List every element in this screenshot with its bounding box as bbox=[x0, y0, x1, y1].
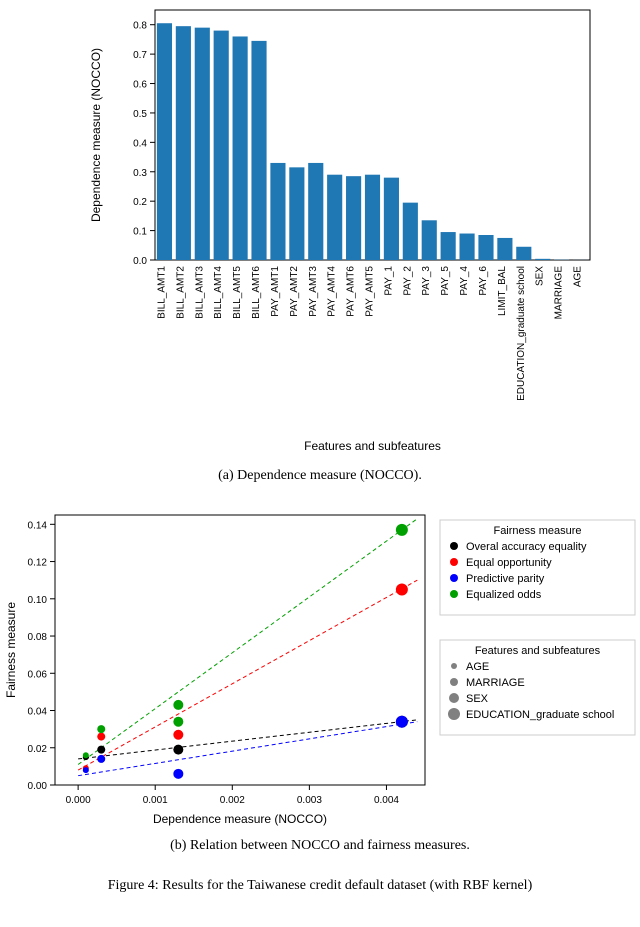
svg-text:0.04: 0.04 bbox=[28, 707, 48, 718]
svg-text:AGE: AGE bbox=[573, 266, 584, 287]
svg-text:BILL_AMT3: BILL_AMT3 bbox=[194, 266, 205, 319]
svg-text:Equalized odds: Equalized odds bbox=[466, 589, 542, 601]
svg-text:PAY_3: PAY_3 bbox=[421, 266, 432, 296]
svg-text:BILL_AMT2: BILL_AMT2 bbox=[175, 266, 186, 319]
svg-text:0.2: 0.2 bbox=[133, 197, 147, 208]
svg-text:EDUCATION_graduate school: EDUCATION_graduate school bbox=[516, 266, 527, 401]
svg-text:PAY_AMT5: PAY_AMT5 bbox=[365, 266, 376, 317]
svg-text:EDUCATION_graduate school: EDUCATION_graduate school bbox=[466, 709, 614, 721]
svg-text:0.3: 0.3 bbox=[133, 168, 147, 179]
svg-text:PAY_1: PAY_1 bbox=[383, 266, 394, 296]
svg-text:BILL_AMT4: BILL_AMT4 bbox=[213, 266, 224, 319]
svg-text:PAY_6: PAY_6 bbox=[478, 266, 489, 296]
svg-text:Fairness measure: Fairness measure bbox=[4, 602, 18, 698]
svg-text:Predictive parity: Predictive parity bbox=[466, 573, 545, 585]
svg-text:PAY_2: PAY_2 bbox=[402, 266, 413, 296]
svg-text:PAY_AMT1: PAY_AMT1 bbox=[270, 266, 281, 317]
svg-text:AGE: AGE bbox=[466, 661, 489, 673]
svg-text:SEX: SEX bbox=[466, 693, 489, 705]
svg-text:0.06: 0.06 bbox=[28, 669, 48, 680]
svg-text:0.6: 0.6 bbox=[133, 80, 147, 91]
svg-text:0.004: 0.004 bbox=[374, 795, 399, 806]
svg-text:PAY_AMT6: PAY_AMT6 bbox=[346, 266, 357, 317]
svg-text:0.003: 0.003 bbox=[297, 795, 322, 806]
svg-text:MARRIAGE: MARRIAGE bbox=[466, 677, 525, 689]
svg-text:0.000: 0.000 bbox=[66, 795, 91, 806]
figure-container: 0.0 0.1 0.2 0.3 0.4 0.5 0.6 0.7 0.8 BILL_AMT1 BILL… bbox=[0, 0, 640, 898]
svg-text:BILL_AMT1: BILL_AMT1 bbox=[156, 266, 167, 319]
svg-text:0.10: 0.10 bbox=[28, 595, 48, 606]
svg-text:BILL_AMT5: BILL_AMT5 bbox=[232, 266, 243, 319]
svg-text:PAY_AMT4: PAY_AMT4 bbox=[327, 266, 338, 317]
svg-text:PAY_AMT2: PAY_AMT2 bbox=[289, 266, 300, 317]
svg-text:BILL_AMT6: BILL_AMT6 bbox=[251, 266, 262, 319]
svg-text:Dependence measure (NOCCO): Dependence measure (NOCCO) bbox=[89, 48, 103, 222]
svg-text:Features and subfeatures: Features and subfeatures bbox=[475, 645, 601, 657]
svg-text:0.02: 0.02 bbox=[28, 744, 48, 755]
svg-text:0.001: 0.001 bbox=[143, 795, 168, 806]
svg-text:SEX: SEX bbox=[535, 266, 546, 286]
bar-chart: 0.0 0.1 0.2 0.3 0.4 0.5 0.6 0.7 0.8 BILL_AMT1 BILL… bbox=[40, 0, 600, 460]
svg-text:0.1: 0.1 bbox=[133, 227, 147, 238]
svg-text:0.002: 0.002 bbox=[220, 795, 245, 806]
svg-text:0.08: 0.08 bbox=[28, 632, 48, 643]
svg-text:0.14: 0.14 bbox=[28, 520, 48, 531]
svg-text:Features and subfeatures: Features and subfeatures bbox=[304, 439, 441, 453]
svg-text:PAY_5: PAY_5 bbox=[440, 266, 451, 296]
svg-text:0.8: 0.8 bbox=[133, 21, 147, 32]
svg-text:0.5: 0.5 bbox=[133, 109, 147, 120]
svg-text:0.0: 0.0 bbox=[133, 256, 147, 267]
scatter-chart: 0.00 0.02 0.04 0.06 0.08 0.10 0.12 0.14 0.000 0.0… bbox=[0, 500, 640, 830]
svg-text:MARRIAGE: MARRIAGE bbox=[554, 266, 565, 320]
svg-text:Dependence measure (NOCCO): Dependence measure (NOCCO) bbox=[153, 812, 327, 826]
svg-text:0.00: 0.00 bbox=[28, 781, 48, 792]
svg-text:Equal opportunity: Equal opportunity bbox=[466, 557, 552, 569]
svg-text:0.7: 0.7 bbox=[133, 50, 147, 61]
svg-text:PAY_4: PAY_4 bbox=[459, 266, 470, 296]
svg-text:0.4: 0.4 bbox=[133, 138, 147, 149]
svg-text:PAY_AMT3: PAY_AMT3 bbox=[308, 266, 319, 317]
svg-text:Overal accuracy equality: Overal accuracy equality bbox=[466, 541, 587, 553]
panel-b-caption: (b) Relation between NOCCO and fairness … bbox=[170, 838, 470, 854]
panel-a-caption: (a) Dependence measure (NOCCO). bbox=[218, 468, 422, 484]
svg-text:Fairness measure: Fairness measure bbox=[493, 525, 581, 537]
svg-text:0.12: 0.12 bbox=[28, 558, 48, 569]
figure-caption: Figure 4: Results for the Taiwanese cred… bbox=[108, 878, 532, 894]
svg-text:LIMIT_BAL: LIMIT_BAL bbox=[497, 266, 508, 316]
